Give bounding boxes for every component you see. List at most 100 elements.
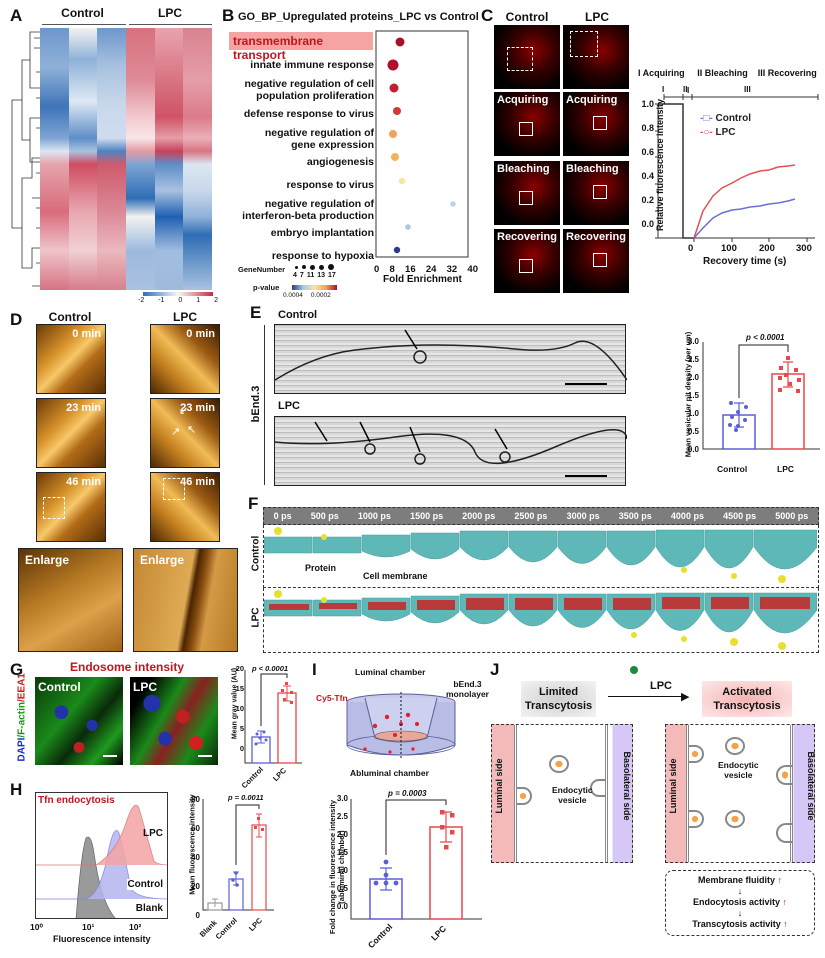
- pvalue-legend-label: p-value: [253, 283, 280, 292]
- flow-histogram: Tfn endocytosis LPC Control Blank: [35, 792, 168, 919]
- col-lpc: LPC: [173, 310, 197, 324]
- stain-label: DAPI/F-actin/EEA1: [16, 673, 28, 762]
- gene-number-legend-label: GeneNumber: [238, 265, 286, 274]
- gene-number-dots: [295, 264, 334, 270]
- membrane-annotation: Cell membrane: [363, 571, 428, 581]
- frap-row-label: Bleaching: [497, 163, 550, 175]
- legend-lpc: -○- LPC: [700, 127, 736, 138]
- x-tick: LPC: [777, 464, 794, 474]
- x-tick: 200: [759, 243, 775, 254]
- go-term: innate immune response: [250, 59, 374, 71]
- panel-c-letter: C: [481, 6, 494, 25]
- group-bar-lpc: [129, 24, 212, 25]
- basolateral-side-label: Basolateral side: [806, 751, 816, 821]
- vesicle-label: Endocytic vesicle: [718, 760, 759, 780]
- abluminal-chamber-label: Abluminal chamber: [350, 768, 429, 778]
- x-tick: Control: [717, 464, 748, 474]
- tem-lpc: [274, 416, 627, 486]
- timepoint: 2500 ps: [514, 511, 548, 521]
- panel-j-letter: J: [490, 660, 500, 679]
- afm-lpc-0: 0 min: [150, 324, 220, 394]
- y-axis-label: Relative fluorescence intensity: [655, 98, 665, 232]
- frap-control-bleaching: Bleaching: [494, 161, 560, 225]
- go-chart-title: GO_BP_Upregulated proteins_LPC vs Contro…: [238, 11, 479, 23]
- frap-control-recovering: Recovering: [494, 229, 560, 293]
- frap-overview-lpc: [563, 25, 629, 89]
- x-tick: 24: [425, 264, 437, 275]
- col-control: Control: [48, 310, 92, 324]
- y-tick: 0.8: [641, 123, 654, 133]
- y-tick: 1.0: [641, 99, 654, 109]
- colorbar-tick: -1: [158, 297, 165, 304]
- up-arrow-icon: ↑: [782, 897, 788, 907]
- frap-lpc-recovering: Recovering: [563, 229, 629, 293]
- col-lpc: LPC: [585, 10, 609, 24]
- frap-row-label: Bleaching: [566, 163, 619, 175]
- legend-tick: 11: [306, 272, 315, 279]
- p-value-annotation: p = 0.0003: [388, 789, 427, 798]
- legend-tick: 4: [293, 272, 297, 279]
- pvalue-colorbar: [292, 285, 337, 290]
- x-tick: LPC: [428, 923, 449, 943]
- x-tick: LPC: [271, 766, 288, 783]
- panel-h-letter: H: [10, 780, 23, 799]
- lpc-molecule-icon: [630, 666, 638, 674]
- p-value-annotation: p = 0.0011: [228, 793, 264, 802]
- panel-b-letter: B: [222, 6, 235, 25]
- panel-f-letter: F: [248, 494, 259, 513]
- legend-tick: 17: [328, 272, 336, 279]
- x-tick: 0: [374, 264, 380, 275]
- endosome-title: Endosome intensity: [70, 660, 185, 674]
- timepoint: 5000 ps: [775, 511, 809, 521]
- p-value-annotation: p < 0.0001: [252, 664, 289, 673]
- md-lpc-row: [263, 588, 819, 653]
- afm-enlarge-control: Enlarge: [18, 548, 123, 652]
- x-tick: 300: [796, 243, 812, 254]
- if-lpc: LPC: [130, 677, 218, 765]
- hist-label-lpc: LPC: [143, 828, 163, 839]
- legend-control: -□- Control: [700, 113, 752, 124]
- up-arrow-icon: ↑: [777, 875, 783, 885]
- timepoint: 4500 ps: [723, 511, 757, 521]
- panel-i-letter: I: [312, 660, 317, 679]
- tem-control-label: Control: [278, 309, 318, 321]
- vesicular-pit-bar-chart: [702, 342, 820, 450]
- frap-lpc-bleaching: Bleaching: [563, 161, 629, 225]
- basolateral-side-label: Basolateral side: [622, 751, 632, 821]
- x-tick: LPC: [247, 916, 264, 933]
- protein-annotation: Protein: [305, 563, 337, 573]
- luminal-chamber-label: Luminal chamber: [355, 667, 426, 677]
- afm-control-0: 0 min: [36, 324, 106, 394]
- phase-mark-i: I: [662, 85, 665, 94]
- tem-lpc-label: LPC: [278, 400, 300, 412]
- panel-g-letter: G: [10, 660, 24, 679]
- cell-line-bar: [264, 325, 265, 485]
- frap-lpc-acquiring: Acquiring: [563, 92, 629, 156]
- timepoint: 3000 ps: [566, 511, 600, 521]
- y-tick: 0.0: [641, 219, 654, 229]
- if-control: Control: [35, 677, 123, 765]
- md-control-row: [263, 525, 819, 588]
- transwell-bar-chart: [350, 799, 482, 920]
- afm-control-46: 46 min: [36, 472, 106, 542]
- frap-chart: I: [655, 86, 819, 242]
- afm-control-23: 23 min: [36, 398, 106, 468]
- tfn-title: Tfn endocytosis: [38, 795, 115, 806]
- go-bubble-plot: [375, 30, 469, 258]
- frap-row-label: Recovering: [566, 231, 626, 243]
- timepoint: 1000 ps: [357, 511, 391, 521]
- frap-overview-control: [494, 25, 560, 89]
- row-label-lpc: LPC: [250, 607, 262, 628]
- timepoint: 1500 ps: [410, 511, 444, 521]
- panel-e-letter: E: [250, 303, 262, 322]
- summary-item: Membrane fluidity: [697, 875, 775, 885]
- phase-mark-iii: III: [744, 85, 751, 94]
- activated-diagram: Luminal side Basolateral side Endocytic v…: [665, 724, 816, 863]
- dendrogram: [11, 31, 40, 287]
- monolayer-label: bEnd.3 monolayer: [446, 679, 489, 699]
- hist-label-control: Control: [127, 879, 163, 890]
- afm-enlarge-lpc: Enlarge: [133, 548, 238, 652]
- phase-label: III Recovering: [757, 68, 817, 78]
- limited-transcytosis-box: Limited Transcytosis: [521, 681, 596, 717]
- y-tick: 0.2: [641, 195, 654, 205]
